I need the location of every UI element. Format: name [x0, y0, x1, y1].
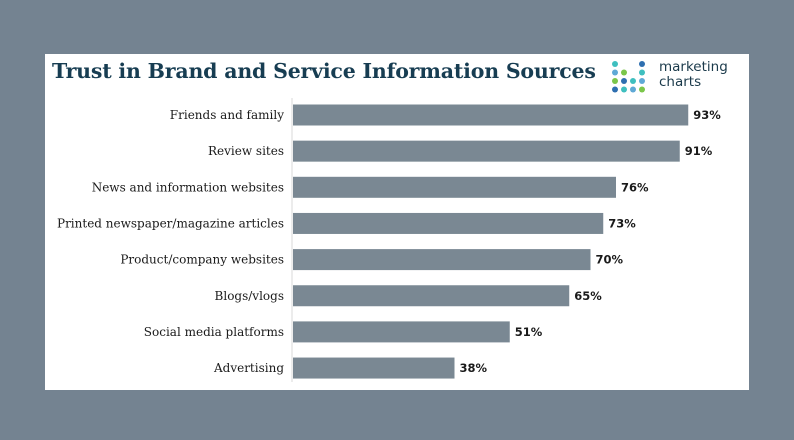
logo-text: marketing charts	[659, 60, 728, 90]
logo-line-2: charts	[659, 74, 702, 90]
logo-dot	[621, 78, 627, 84]
logo-dot	[612, 86, 618, 93]
value-label: 93%	[693, 108, 721, 122]
category-label: Product/company websites	[120, 253, 284, 267]
chart-title: Trust in Brand and Service Information S…	[52, 59, 596, 83]
category-label: Blogs/vlogs	[215, 289, 284, 303]
logo-dot	[612, 69, 618, 76]
logo-dot	[639, 78, 645, 84]
bar	[293, 321, 510, 343]
bar	[293, 285, 570, 307]
value-label: 70%	[596, 253, 624, 267]
logo-dot	[639, 69, 645, 76]
marketing-charts-logo: marketing charts	[611, 58, 743, 96]
logo-dot	[621, 69, 627, 76]
category-label: News and information websites	[92, 180, 284, 194]
logo-dot	[639, 61, 645, 67]
category-label: Review sites	[208, 144, 284, 158]
bar-chart: Friends and family 93% Review sites 91% News…	[57, 98, 721, 382]
category-label: Printed newspaper/magazine articles	[57, 216, 284, 230]
value-label: 76%	[621, 180, 649, 194]
value-label: 38%	[460, 361, 488, 375]
category-label: Advertising	[213, 361, 284, 375]
logo-dot	[630, 86, 636, 93]
logo-dot	[621, 86, 627, 93]
bar	[293, 357, 455, 379]
bar	[293, 249, 591, 271]
bar	[293, 140, 680, 162]
dot-grid-icon	[612, 61, 645, 93]
logo-dot	[630, 78, 636, 84]
bar	[293, 104, 689, 126]
bar	[293, 212, 604, 234]
logo-dot	[612, 61, 618, 67]
bar	[293, 176, 616, 198]
value-label: 65%	[574, 289, 602, 303]
chart-card: Friends and family 93% Review sites 91% News…	[45, 54, 749, 390]
logo-dot	[612, 78, 618, 84]
category-label: Social media platforms	[144, 325, 284, 339]
logo-dot	[639, 86, 645, 93]
value-label: 51%	[515, 325, 543, 339]
logo-line-1: marketing	[659, 59, 728, 75]
bars: Friends and family 93% Review sites 91% News…	[57, 104, 721, 379]
value-label: 91%	[685, 144, 713, 158]
value-label: 73%	[608, 216, 636, 230]
category-label: Friends and family	[170, 108, 284, 122]
